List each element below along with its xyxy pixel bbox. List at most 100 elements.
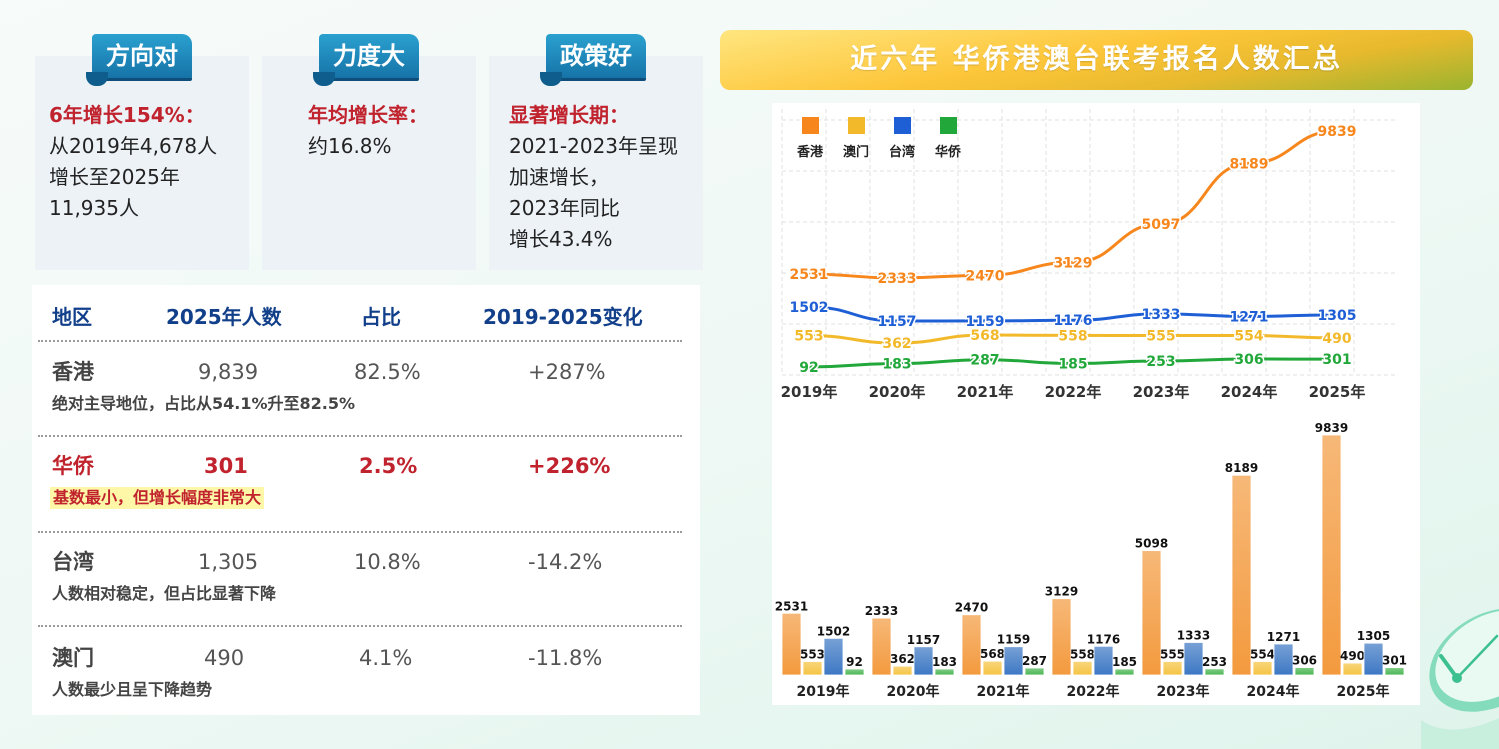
card-line: 约16.8% <box>308 134 392 158</box>
cell-count: 1,305 <box>198 550 259 574</box>
cell-region: 华侨 <box>52 454 94 478</box>
cell-region: 香港 <box>52 360 94 384</box>
data-label: 92 <box>799 360 818 376</box>
bar-香港 <box>1231 474 1252 676</box>
bar-香港 <box>1141 550 1162 676</box>
bar-华侨 <box>1204 668 1225 676</box>
legend-label: 香港 <box>796 144 824 160</box>
cell-count: 490 <box>204 646 245 670</box>
bar-台湾 <box>1363 642 1384 676</box>
table-header: 地区 2025年人数 占比 2019-2025变化 <box>32 285 700 341</box>
legend-label: 华侨 <box>935 144 962 160</box>
data-label: 8189 <box>1230 156 1269 172</box>
chart-panel: 香港 澳门 台湾 华侨 2531 2333 2470 3129 5097 8189 9839 553 3… <box>772 103 1420 705</box>
bar-value-label: 2531 <box>775 599 808 613</box>
cell-share: 82.5% <box>354 360 421 384</box>
row-note-highlighted: 基数最小，但增长幅度非常大 <box>50 487 265 509</box>
bar-华侨 <box>1384 667 1405 676</box>
card-line: 11,935人 <box>49 196 139 220</box>
bar-value-label: 301 <box>1382 654 1407 668</box>
data-label: 1333 <box>1142 307 1181 323</box>
data-label: 5097 <box>1142 217 1181 233</box>
legend-label: 台湾 <box>889 144 915 160</box>
bar-value-label: 1333 <box>1177 628 1210 642</box>
bar-value-label: 9839 <box>1315 421 1348 435</box>
bar-value-label: 3129 <box>1045 585 1078 599</box>
series-line-华侨 <box>808 357 1338 369</box>
data-label: 287 <box>970 353 999 369</box>
bar-value-label: 1305 <box>1357 629 1390 643</box>
bar-澳门 <box>1162 661 1183 676</box>
cell-share: 10.8% <box>354 550 421 574</box>
card-body: 年均增长率： 约16.8% <box>308 100 470 162</box>
cell-change: +287% <box>528 360 606 384</box>
bar-澳门 <box>1072 660 1093 676</box>
series-line-澳门 <box>808 333 1338 345</box>
x-tick-label: 2022年 <box>1067 683 1120 700</box>
bar-value-label: 2333 <box>865 604 898 618</box>
bar-value-label: 362 <box>890 652 915 666</box>
cell-change: -14.2% <box>528 550 603 574</box>
x-tick-label: 2023年 <box>1133 383 1190 401</box>
table-row: 澳门 490 4.1% -11.8% 人数最少且呈下降趋势 <box>32 645 700 735</box>
row-note: 人数相对稳定，但占比显著下降 <box>52 584 277 603</box>
bar-value-label: 287 <box>1022 654 1047 668</box>
bar-台湾 <box>913 646 934 676</box>
summary-card-policy: 政策好 显著增长期： 2021-2023年呈现 加速增长， 2023年同比 增长… <box>489 34 703 270</box>
bar-华侨 <box>1024 667 1045 676</box>
bar-澳门 <box>1252 661 1273 676</box>
data-label: 568 <box>970 328 999 344</box>
data-label: 1176 <box>1054 313 1093 329</box>
bar-value-label: 1157 <box>907 633 940 647</box>
clock-decoration-icon <box>1421 608 1499 749</box>
bar-value-label: 1159 <box>997 633 1030 647</box>
bar-value-label: 183 <box>932 655 957 669</box>
bar-value-label: 306 <box>1292 654 1317 668</box>
card-line: 2021-2023年呈现 <box>509 134 679 158</box>
bar-value-label: 92 <box>846 655 863 669</box>
card-highlight: 显著增长期： <box>509 103 629 127</box>
card-ribbon: 政策好 <box>540 34 646 86</box>
x-tick-label: 2021年 <box>957 383 1014 401</box>
legend-swatch <box>802 117 819 134</box>
bar-value-label: 1502 <box>817 624 850 638</box>
bar-value-label: 553 <box>800 648 825 662</box>
bar-香港 <box>961 614 982 676</box>
card-ribbon: 方向对 <box>86 34 192 86</box>
data-label: 555 <box>1146 329 1175 345</box>
data-label: 362 <box>882 336 911 352</box>
bar-华侨 <box>1294 667 1315 676</box>
data-label: 3129 <box>1054 255 1093 271</box>
data-label: 1502 <box>790 300 829 316</box>
bar-澳门 <box>892 665 913 676</box>
x-tick-label: 2023年 <box>1157 683 1210 700</box>
data-label: 301 <box>1322 352 1351 368</box>
data-label: 306 <box>1234 352 1263 368</box>
cell-change: +226% <box>528 454 611 478</box>
data-label: 1305 <box>1318 308 1357 324</box>
bar-value-label: 253 <box>1202 655 1227 669</box>
bar-value-label: 8189 <box>1225 461 1258 475</box>
cell-region: 澳门 <box>52 646 94 670</box>
bar-value-label: 558 <box>1070 647 1095 661</box>
card-line: 加速增长， <box>509 165 609 189</box>
bar-台湾 <box>1183 642 1204 676</box>
legend-swatch <box>848 117 865 134</box>
bar-value-label: 554 <box>1250 647 1275 661</box>
bar-value-label: 1271 <box>1267 630 1300 644</box>
card-highlight: 6年增长154%： <box>49 103 205 127</box>
row-divider <box>38 531 682 533</box>
row-divider <box>38 340 682 342</box>
table-row: 台湾 1,305 10.8% -14.2% 人数相对稳定，但占比显著下降 <box>32 549 700 639</box>
bar-华侨 <box>1114 668 1135 676</box>
x-tick-label: 2020年 <box>887 683 940 700</box>
card-body: 6年增长154%： 从2019年4,678人 增长至2025年 11,935人 <box>49 100 243 224</box>
bar-澳门 <box>1342 662 1363 676</box>
card-line: 增长至2025年 <box>49 165 180 189</box>
bar-澳门 <box>982 660 1003 676</box>
bar-华侨 <box>844 668 865 676</box>
data-label: 554 <box>1234 329 1263 345</box>
row-note: 人数最少且呈下降趋势 <box>52 680 213 699</box>
bar-香港 <box>871 617 892 676</box>
x-tick-label: 2022年 <box>1045 383 1102 401</box>
